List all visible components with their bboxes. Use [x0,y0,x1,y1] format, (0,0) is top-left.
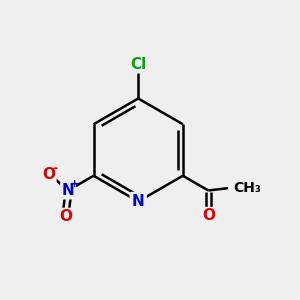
Text: CH₃: CH₃ [233,181,261,195]
Text: N: N [132,194,145,209]
Text: O: O [202,208,215,223]
Text: Cl: Cl [130,57,146,72]
Text: O: O [59,209,72,224]
Text: N: N [62,183,74,198]
Text: -: - [53,162,58,175]
Text: O: O [43,167,56,182]
Text: +: + [70,179,79,189]
